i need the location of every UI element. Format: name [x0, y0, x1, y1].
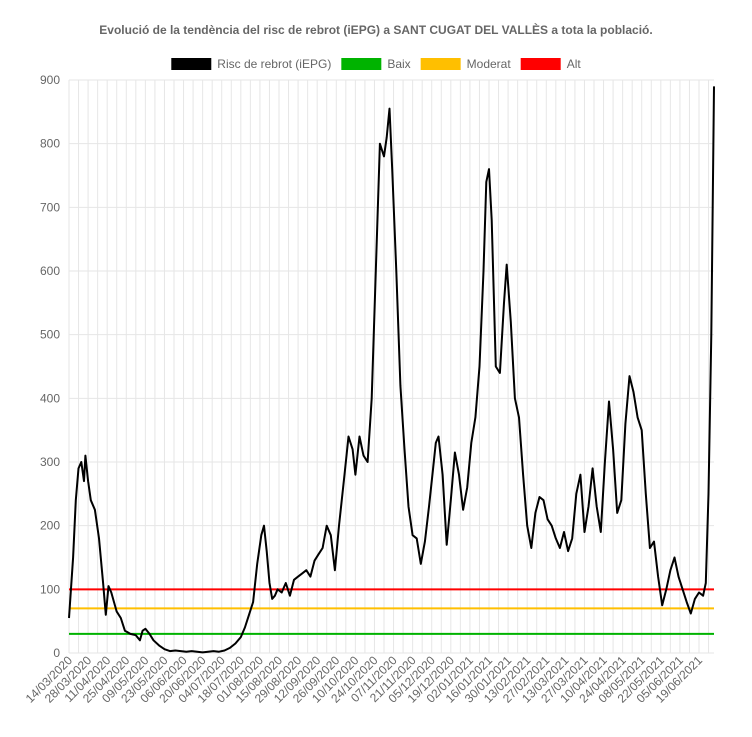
y-axis: 0 100 200 300 400 500 600 700 800 900 — [40, 73, 60, 660]
series-line-iepg — [68, 86, 715, 654]
chart-title: Evolució de la tendència del risc de reb… — [99, 22, 652, 37]
y-tick-label: 300 — [40, 455, 60, 469]
y-tick-label: 700 — [40, 200, 60, 214]
legend-label: Baix — [387, 57, 410, 71]
x-axis: 14/03/202028/03/202011/04/202025/04/2020… — [23, 653, 706, 706]
y-tick-label: 600 — [40, 264, 60, 278]
legend-label: Alt — [567, 57, 582, 71]
y-tick-label: 0 — [53, 646, 60, 660]
legend-label: Moderat — [467, 57, 512, 71]
legend-label: Risc de rebrot (iEPG) — [217, 57, 331, 71]
legend-swatch — [341, 58, 382, 70]
y-tick-label: 800 — [40, 137, 60, 151]
y-tick-label: 100 — [40, 582, 60, 596]
legend: Risc de rebrot (iEPG) Baix Moderat Alt — [171, 57, 581, 71]
y-tick-label: 900 — [40, 73, 60, 87]
legend-swatch — [520, 58, 561, 70]
threshold-lines — [69, 588, 714, 635]
y-tick-label: 500 — [40, 328, 60, 342]
legend-swatch — [420, 58, 461, 70]
legend-swatch — [171, 58, 212, 70]
y-tick-label: 400 — [40, 391, 60, 405]
y-tick-label: 200 — [40, 519, 60, 533]
series-lines — [68, 86, 715, 654]
